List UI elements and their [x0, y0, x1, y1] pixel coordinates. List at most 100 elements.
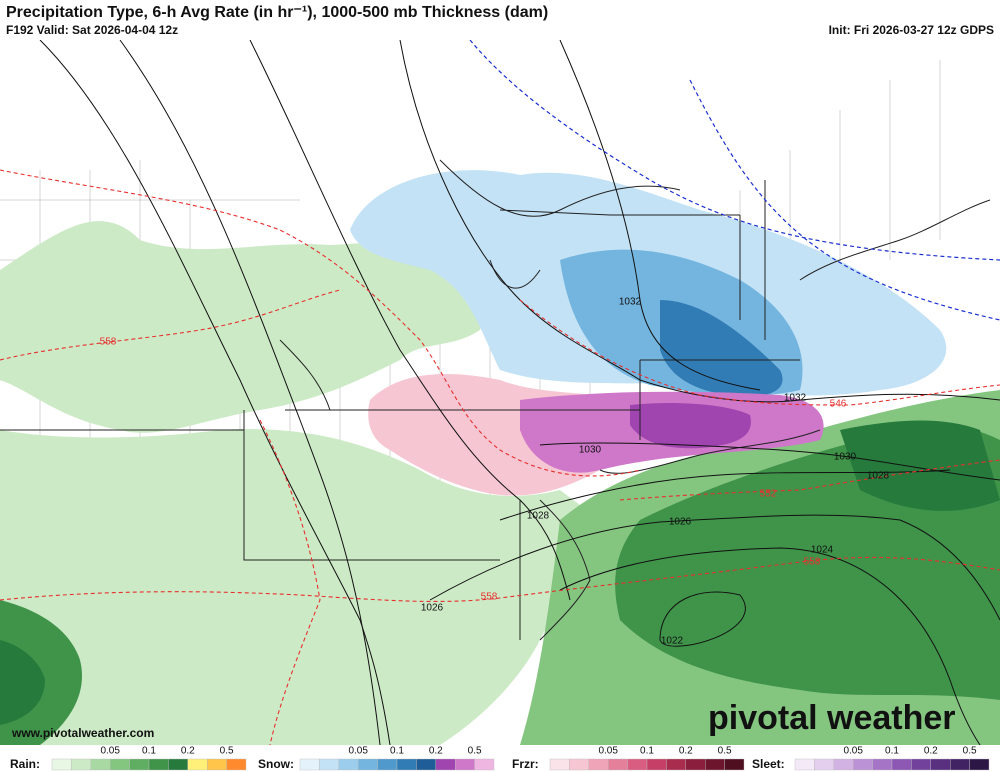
map: 1032 1030 1028 1026 1032 1030 1028 1026 … [0, 39, 1000, 746]
legend-swatch [853, 758, 873, 771]
isobar [429, 514, 1000, 621]
pressure-label: 1030 [579, 445, 602, 456]
legend-name: Sleet: [752, 757, 785, 771]
legend-swatch [226, 758, 247, 771]
legend-tick: 0.1 [390, 746, 404, 757]
thickness-line [259, 419, 321, 746]
legend-swatch [299, 758, 320, 771]
snow-mix-heavy [630, 403, 751, 449]
legend-swatch [724, 758, 745, 771]
legend-tick: 0.05 [100, 746, 120, 757]
rain-area [0, 221, 500, 433]
watermark: pivotal weather [708, 699, 956, 737]
thickness-line [0, 289, 341, 361]
thickness-line [469, 39, 1000, 261]
legend-swatch [588, 758, 609, 771]
legend-swatch [206, 758, 227, 771]
url: www.pivotalweather.com [11, 726, 154, 740]
boundaries [0, 159, 991, 641]
valid-time: F192 Valid: Sat 2026-04-04 12z [6, 23, 178, 37]
title: Precipitation Type, 6-h Avg Rate (in hr⁻… [6, 4, 548, 21]
legend-swatch [109, 758, 130, 771]
legend-tick: 0.05 [598, 746, 618, 757]
legend-swatch [148, 758, 169, 771]
legend-swatch [930, 758, 951, 771]
thickness-line [519, 299, 1000, 406]
isobar [659, 591, 746, 647]
isobars [39, 39, 1000, 746]
isobar [559, 547, 981, 746]
legend-swatch [435, 758, 456, 771]
legend-swatch [455, 758, 475, 771]
legend-swatch [872, 758, 893, 771]
legend-tick: 0.5 [963, 746, 977, 757]
pressure-label: 1028 [867, 471, 890, 482]
thickness-label: 558 [100, 337, 117, 348]
pressure-label: 1030 [834, 452, 857, 463]
legend-tick: 0.5 [468, 746, 482, 757]
isobar [559, 39, 761, 391]
thickness-label: 558 [804, 557, 821, 568]
pressure-label: 1026 [669, 517, 692, 528]
rain-heavy [0, 640, 45, 725]
thickness-lines [0, 39, 1000, 746]
legend-tick: 0.2 [181, 746, 195, 757]
legend-tick: 0.05 [348, 746, 368, 757]
legend-swatch [358, 758, 378, 771]
legend-tick: 0.5 [220, 746, 234, 757]
rain-ocean-heavy [840, 420, 1000, 511]
legend-name: Rain: [10, 757, 40, 771]
pressure-label: 1024 [811, 545, 834, 556]
pressure-label: 1032 [619, 297, 642, 308]
legend-swatch [833, 758, 854, 771]
isobar [399, 39, 1000, 403]
legend-tick: 0.2 [679, 746, 693, 757]
legend-swatch [474, 758, 495, 771]
legend-name: Frzr: [512, 757, 539, 771]
legend-swatch [549, 758, 570, 771]
legend: Rain: 0.05 0.1 0.2 0.5 Snow: 0.05 0.1 0.2 0.5 Frzr… [10, 746, 990, 771]
state-lines [0, 159, 800, 640]
legend-swatch [187, 758, 208, 771]
legend-swatch [814, 758, 835, 771]
init-time: Init: Fri 2026-03-27 12z GDPS [829, 23, 994, 37]
legend-swatch [168, 758, 188, 771]
legend-tick: 0.2 [429, 746, 443, 757]
pressure-label: 1028 [527, 511, 550, 522]
legend-swatch [377, 758, 398, 771]
legend-swatch [90, 758, 111, 771]
legend-swatch [569, 758, 590, 771]
legend-swatch [129, 758, 150, 771]
legend-swatch [71, 758, 92, 771]
thickness-line [0, 169, 641, 477]
header-background [0, 0, 1000, 40]
coastline [539, 199, 991, 641]
snow-heavy [660, 300, 783, 397]
pressure-label: 1032 [784, 393, 807, 404]
legend-tick: 0.1 [885, 746, 899, 757]
thickness-line [689, 79, 1000, 321]
thickness-label: 546 [830, 399, 847, 410]
isobar [499, 469, 951, 521]
legend-tick: 0.2 [924, 746, 938, 757]
isobar [39, 39, 391, 746]
legend-swatch [396, 758, 417, 771]
rain-area [0, 429, 600, 745]
pressure-label: 1022 [661, 636, 684, 647]
legend-tick: 0.05 [843, 746, 863, 757]
thickness-label: 558 [481, 592, 498, 603]
thickness-line [619, 459, 1000, 501]
legend-swatch [950, 758, 970, 771]
legend-swatch [51, 758, 72, 771]
thickness-label: 552 [760, 489, 777, 500]
pressure-label: 1026 [421, 603, 444, 614]
legend-name: Snow: [258, 757, 294, 771]
isobar [119, 39, 381, 746]
legend-swatch [338, 758, 359, 771]
contour-labels: 1032 1030 1028 1026 1032 1030 1028 1026 … [100, 297, 890, 647]
legend-swatch [319, 758, 339, 771]
legend-swatch [891, 758, 912, 771]
legend-swatch [969, 758, 990, 771]
isobar [249, 39, 571, 601]
